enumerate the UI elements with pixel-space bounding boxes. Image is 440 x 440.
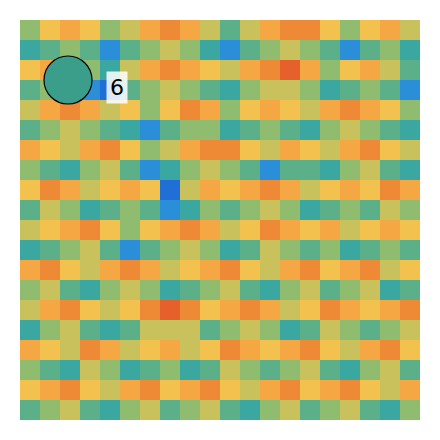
svg-text:6: 6 — [110, 75, 124, 100]
